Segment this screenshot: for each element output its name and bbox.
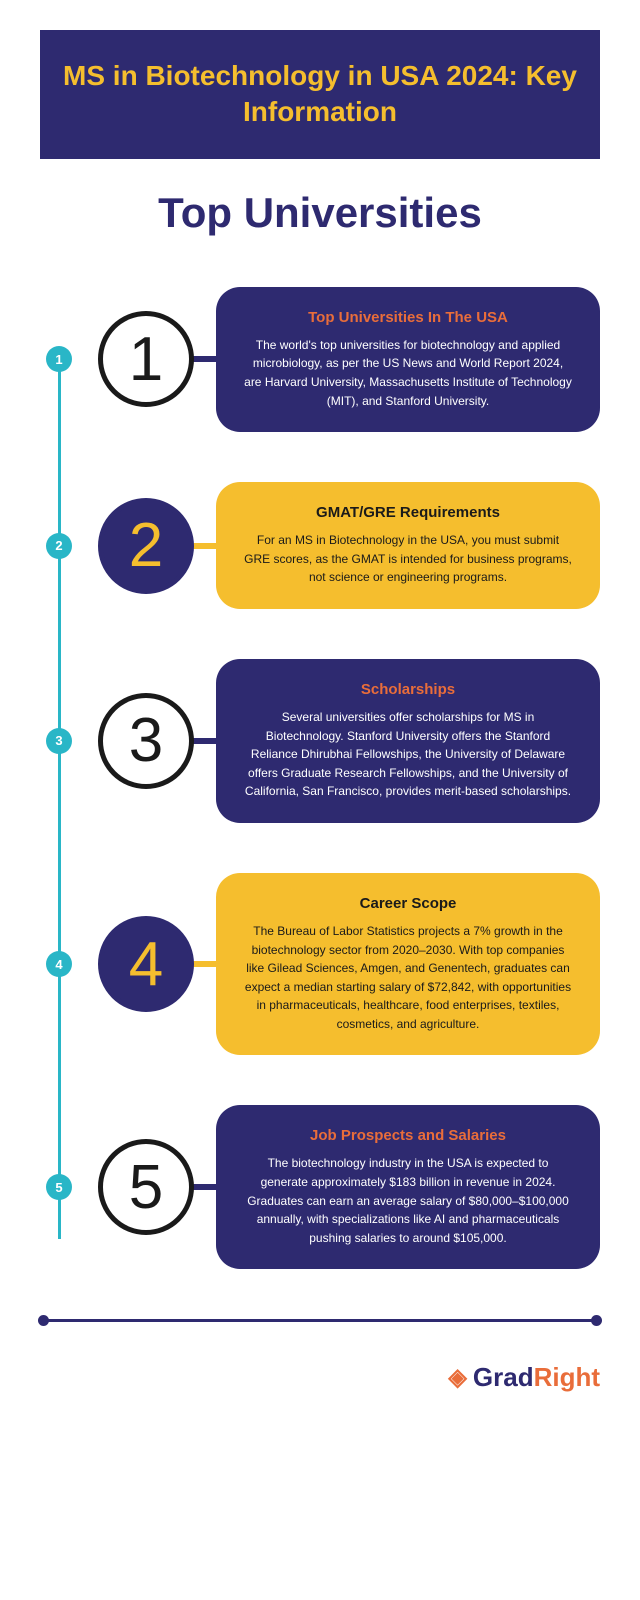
- number-circle: 2: [98, 498, 194, 594]
- info-card: GMAT/GRE Requirements For an MS in Biote…: [216, 482, 600, 609]
- connector: [190, 543, 220, 549]
- timeline-dot: 2: [46, 533, 72, 559]
- timeline-vertical-line: [58, 367, 61, 1240]
- logo-text-1: Grad: [473, 1362, 534, 1392]
- card-body: The world's top universities for biotech…: [244, 336, 572, 410]
- connector: [190, 961, 220, 967]
- card-body: The Bureau of Labor Statistics projects …: [244, 922, 572, 1034]
- card-title: Job Prospects and Salaries: [244, 1127, 572, 1144]
- timeline-dot: 4: [46, 951, 72, 977]
- number-circle: 5: [98, 1139, 194, 1235]
- number-circle: 4: [98, 916, 194, 1012]
- card-body: For an MS in Biotechnology in the USA, y…: [244, 531, 572, 587]
- timeline-item: 5 5 Job Prospects and Salaries The biote…: [70, 1105, 600, 1269]
- connector: [190, 1184, 220, 1190]
- info-card: Career Scope The Bureau of Labor Statist…: [216, 873, 600, 1056]
- logo-icon: ◈: [448, 1363, 466, 1392]
- page-subheading: Top Universities: [40, 189, 600, 237]
- timeline: 1 1 Top Universities In The USA The worl…: [40, 287, 600, 1270]
- number-circle: 1: [98, 311, 194, 407]
- card-title: GMAT/GRE Requirements: [244, 504, 572, 521]
- timeline-item: 4 4 Career Scope The Bureau of Labor Sta…: [70, 873, 600, 1056]
- card-title: Scholarships: [244, 681, 572, 698]
- brand-logo: ◈ GradRight: [40, 1362, 600, 1393]
- connector: [190, 356, 220, 362]
- timeline-item: 1 1 Top Universities In The USA The worl…: [70, 287, 600, 432]
- number-circle: 3: [98, 693, 194, 789]
- page-header: MS in Biotechnology in USA 2024: Key Inf…: [40, 30, 600, 159]
- info-card: Job Prospects and Salaries The biotechno…: [216, 1105, 600, 1269]
- logo-text-2: Right: [534, 1362, 600, 1392]
- timeline-item: 2 2 GMAT/GRE Requirements For an MS in B…: [70, 482, 600, 609]
- timeline-dot: 5: [46, 1174, 72, 1200]
- connector: [190, 738, 220, 744]
- divider-line: [40, 1319, 600, 1322]
- timeline-dot: 3: [46, 728, 72, 754]
- timeline-dot: 1: [46, 346, 72, 372]
- info-card: Top Universities In The USA The world's …: [216, 287, 600, 432]
- info-card: Scholarships Several universities offer …: [216, 659, 600, 823]
- card-body: Several universities offer scholarships …: [244, 708, 572, 801]
- card-body: The biotechnology industry in the USA is…: [244, 1154, 572, 1247]
- card-title: Top Universities In The USA: [244, 309, 572, 326]
- timeline-item: 3 3 Scholarships Several universities of…: [70, 659, 600, 823]
- card-title: Career Scope: [244, 895, 572, 912]
